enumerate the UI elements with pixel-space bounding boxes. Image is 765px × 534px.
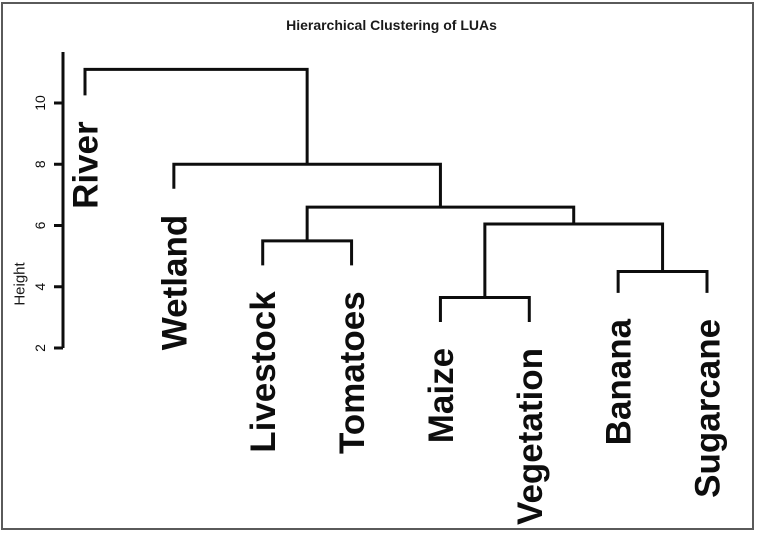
leaf-label-wetland: Wetland — [155, 215, 194, 350]
chart-title: Hierarchical Clustering of LUAs — [286, 17, 497, 33]
y-axis-label: Height — [11, 262, 29, 306]
leaf-label-tomatoes: Tomatoes — [333, 291, 372, 454]
dendrogram-branch — [438, 295, 531, 322]
y-axis-tick-label: 10 — [32, 95, 48, 111]
dendrogram-branch — [616, 269, 709, 293]
dendrogram-branch — [483, 222, 665, 298]
leaf-label-vegetation: Vegetation — [511, 348, 550, 525]
y-axis-tick-label: 4 — [32, 283, 48, 291]
y-axis-tick-label: 2 — [32, 344, 48, 352]
dendrogram-branch — [83, 67, 309, 165]
leaf-label-river: River — [67, 121, 106, 209]
dendrogram-branch — [261, 239, 354, 266]
dendrogram-branch — [172, 162, 442, 208]
leaf-label-sugarcane: Sugarcane — [688, 319, 727, 498]
leaf-label-banana: Banana — [600, 318, 639, 445]
y-axis-tick-label: 8 — [32, 160, 48, 168]
y-axis-tick-label: 6 — [32, 221, 48, 229]
leaf-label-maize: Maize — [422, 348, 461, 443]
plot-border — [1, 2, 754, 530]
leaf-label-livestock: Livestock — [244, 291, 283, 453]
